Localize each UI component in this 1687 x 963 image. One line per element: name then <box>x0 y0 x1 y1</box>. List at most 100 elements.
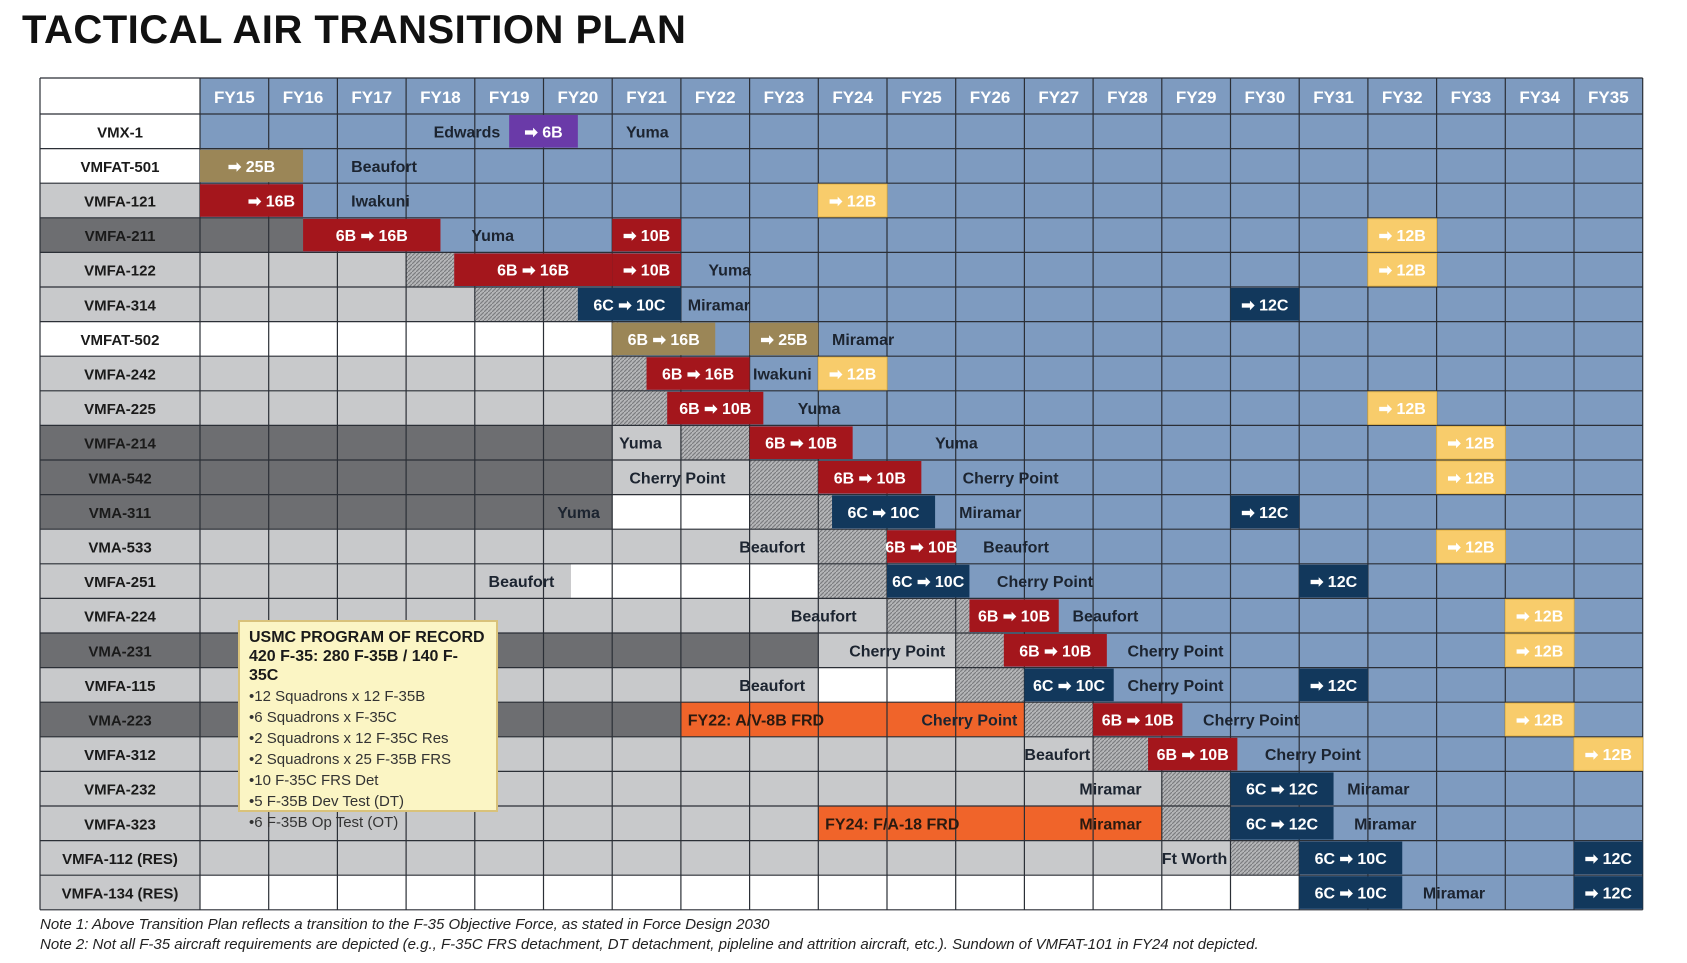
transition-bar <box>1230 807 1334 840</box>
legend-subtitle: 420 F-35: 280 F-35B / 140 F-35C <box>249 648 458 684</box>
unit-label: VMFAT-501 <box>81 159 160 176</box>
timeline-segment <box>646 356 1643 391</box>
transition-bar <box>1436 460 1506 495</box>
note-1: Note 1: Above Transition Plan reflects a… <box>40 916 770 933</box>
year-header: FY35 <box>1588 88 1629 107</box>
year-header: FY28 <box>1107 88 1148 107</box>
timeline-segment <box>1161 806 1231 841</box>
unit-label: VMFA-251 <box>84 574 156 591</box>
location-label: Cherry Point <box>1127 678 1224 695</box>
location-label: Cherry Point <box>849 643 946 660</box>
transition-bar <box>1299 876 1403 909</box>
legend-item: 12 Squadrons x 12 F-35B <box>249 686 487 707</box>
timeline-segment <box>680 425 750 460</box>
unit-label-cell <box>40 633 200 668</box>
transition-bar-label: ➡ 12B <box>1379 263 1426 280</box>
transition-bar <box>303 218 441 252</box>
transition-bar-label: 6B ➡ 10B <box>765 436 837 453</box>
transition-bar-label: ➡ 12B <box>1447 540 1494 557</box>
transition-bar <box>749 426 853 459</box>
unit-label-cell <box>40 217 200 253</box>
location-label: Miramar <box>1354 816 1416 833</box>
transition-bar <box>817 356 888 391</box>
transition-bar-label: ➡ 12C <box>1310 678 1358 695</box>
unit-label-cell <box>40 598 200 633</box>
transition-bar-label: ➡ 16B <box>248 194 295 211</box>
timeline-segment <box>200 252 407 287</box>
transition-bar <box>1436 529 1506 564</box>
unit-label: VMFA-112 (RES) <box>62 851 178 868</box>
year-header: FY32 <box>1382 88 1423 107</box>
timeline-segment <box>1024 702 1094 737</box>
transition-bar-label: ➡ 10B <box>623 228 670 245</box>
unit-label: VMA-311 <box>89 505 152 522</box>
transition-bar <box>1504 598 1575 633</box>
header-band <box>200 78 1643 114</box>
transition-bar-label: 6C ➡ 10C <box>1033 678 1106 695</box>
unit-label: VMX-1 <box>97 124 143 141</box>
timeline-segment <box>667 390 1643 426</box>
transition-bar-label: 6B ➡ 16B <box>662 367 734 384</box>
transition-bar <box>1367 391 1438 425</box>
legend-item: 5 F-35B Dev Test (DT) <box>249 791 487 812</box>
location-label: Beaufort <box>351 159 417 176</box>
year-header: FY22 <box>695 88 736 107</box>
timeline-segment <box>818 563 887 599</box>
unit-label: VMFA-314 <box>84 297 156 314</box>
transition-bar <box>887 530 956 563</box>
location-label: Beaufort <box>1024 747 1090 764</box>
timeline-segment <box>955 667 1025 703</box>
transition-bar-label: 6B ➡ 10B <box>1157 747 1229 764</box>
timeline-segment <box>200 217 304 253</box>
unit-label-cell <box>40 148 200 184</box>
location-label: Miramar <box>1079 816 1141 833</box>
transition-bar <box>200 149 304 183</box>
transition-bar-label: ➡ 12B <box>829 194 876 211</box>
year-header: FY29 <box>1176 88 1217 107</box>
transition-bar-label: 6C ➡ 10C <box>892 574 965 591</box>
timeline-segment <box>955 633 1004 668</box>
location-label: Yuma <box>557 505 600 522</box>
timeline-segment <box>1230 840 1300 876</box>
year-header: FY33 <box>1451 88 1492 107</box>
location-label: Cherry Point <box>1265 747 1362 764</box>
transition-bar <box>200 184 304 217</box>
unit-label: VMFA-122 <box>84 263 156 280</box>
transition-bar-label: ➡ 12C <box>1585 886 1633 903</box>
transition-bar <box>1024 668 1114 702</box>
unit-label: VMA-231 <box>88 643 151 660</box>
unit-label-cell <box>40 114 200 149</box>
location-label: Beaufort <box>739 540 805 557</box>
transition-bar <box>1574 841 1643 875</box>
unit-label-cell <box>40 252 200 287</box>
legend-item: 10 F-35C FRS Det <box>249 770 487 791</box>
transition-bar <box>1230 772 1334 805</box>
location-label: Cherry Point <box>963 470 1060 487</box>
timeline-segment <box>570 563 819 599</box>
transition-bar-label: ➡ 12B <box>829 367 876 384</box>
transition-bar <box>832 495 936 529</box>
transition-bar <box>509 115 578 148</box>
year-header: FY20 <box>558 88 599 107</box>
timeline-segment <box>887 529 1643 564</box>
transition-bar <box>969 599 1059 632</box>
unit-label-cell <box>40 183 200 218</box>
transition-bar <box>612 218 681 252</box>
location-label: Yuma <box>798 401 841 418</box>
location-label: Miramar <box>959 505 1021 522</box>
year-header: FY15 <box>214 88 255 107</box>
legend-list: 12 Squadrons x 12 F-35B 6 Squadrons x F-… <box>249 686 487 833</box>
transition-bar-label: ➡ 12B <box>1447 470 1494 487</box>
timeline-segment <box>818 529 887 564</box>
location-label: Beaufort <box>983 540 1049 557</box>
transition-bar-label: ➡ 6B <box>524 124 562 141</box>
location-label: Miramar <box>688 297 750 314</box>
transition-bar-label: ➡ 12B <box>1379 401 1426 418</box>
transition-bar <box>1299 564 1368 598</box>
year-header: FY25 <box>901 88 942 107</box>
note-2: Note 2: Not all F-35 aircraft requiremen… <box>40 936 1259 953</box>
year-header: FY34 <box>1519 88 1560 107</box>
timeline-segment <box>887 563 1643 599</box>
transition-bar-label: 6B ➡ 10B <box>978 609 1050 626</box>
transition-bar-label: 6B ➡ 16B <box>628 332 700 349</box>
